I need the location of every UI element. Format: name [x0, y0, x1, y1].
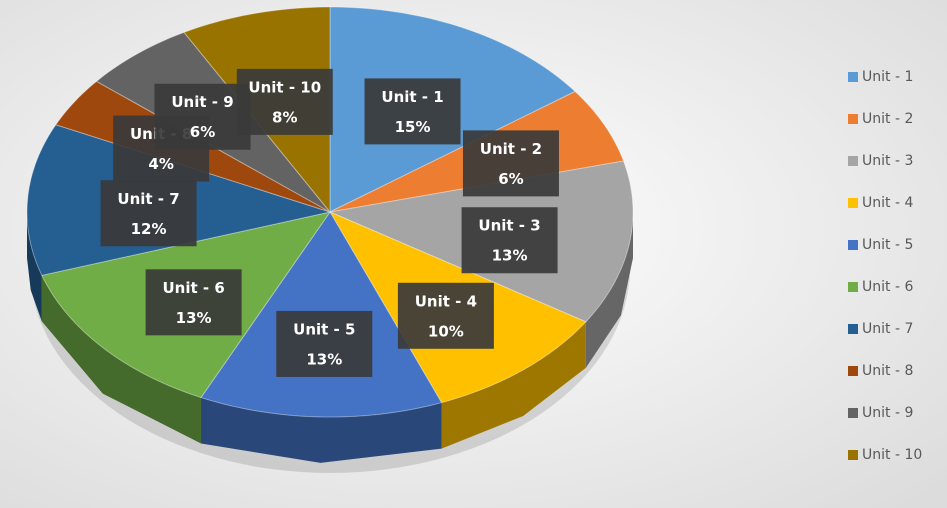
- data-label-value: 8%: [272, 108, 297, 126]
- data-label-name: Unit - 5: [293, 320, 355, 338]
- legend-label: Unit - 10: [862, 447, 922, 463]
- data-label-value: 15%: [395, 118, 431, 136]
- slice-side: [441, 321, 586, 449]
- data-label-value: 12%: [131, 220, 167, 238]
- data-label-box: [276, 310, 373, 377]
- legend-swatch: [848, 198, 858, 208]
- slice-side: [585, 212, 633, 368]
- data-label-value: 13%: [306, 350, 342, 368]
- data-label-box: [100, 180, 197, 247]
- data-label-value: 13%: [176, 309, 212, 327]
- legend-label: Unit - 1: [862, 69, 913, 85]
- data-label-value: 6%: [498, 170, 523, 188]
- data-label-value: 4%: [148, 155, 173, 173]
- data-label-value: 6%: [190, 123, 215, 141]
- legend-label: Unit - 8: [862, 363, 913, 379]
- legend-swatch: [848, 324, 858, 334]
- data-label-box: [461, 207, 558, 274]
- slice-side: [27, 212, 42, 322]
- legend-label: Unit - 2: [862, 111, 913, 127]
- legend-swatch: [848, 72, 858, 82]
- legend-swatch: [848, 114, 858, 124]
- legend-swatch: [848, 156, 858, 166]
- legend-label: Unit - 7: [862, 321, 913, 337]
- legend-swatch: [848, 450, 858, 460]
- legend-swatch: [848, 282, 858, 292]
- data-label-box: [154, 83, 251, 150]
- data-label-name: Unit - 1: [381, 88, 443, 106]
- data-label-name: Unit - 4: [415, 292, 477, 310]
- legend-label: Unit - 9: [862, 405, 913, 421]
- data-label-name: Unit - 6: [162, 279, 224, 297]
- data-label-box: [462, 130, 559, 197]
- data-label-box: [364, 78, 461, 145]
- data-label-name: Unit - 2: [480, 140, 542, 158]
- data-label-box: [145, 269, 242, 336]
- data-label-name: Unit - 10: [248, 78, 321, 96]
- data-label-value: 10%: [428, 322, 464, 340]
- slice-side: [200, 397, 442, 463]
- legend-swatch: [848, 240, 858, 250]
- legend-label: Unit - 3: [862, 153, 913, 169]
- slice-side: [41, 275, 201, 444]
- data-label-value: 13%: [492, 247, 528, 265]
- data-label-name: Unit - 7: [117, 190, 179, 208]
- legend-label: Unit - 4: [862, 195, 913, 211]
- legend-swatch: [848, 366, 858, 376]
- legend-label: Unit - 6: [862, 279, 913, 295]
- data-label-name: Unit - 3: [478, 217, 540, 235]
- data-label-box: [397, 282, 494, 349]
- data-label-name: Unit - 9: [171, 93, 233, 111]
- data-label-box: [236, 68, 333, 135]
- legend-label: Unit - 5: [862, 237, 913, 253]
- legend-swatch: [848, 408, 858, 418]
